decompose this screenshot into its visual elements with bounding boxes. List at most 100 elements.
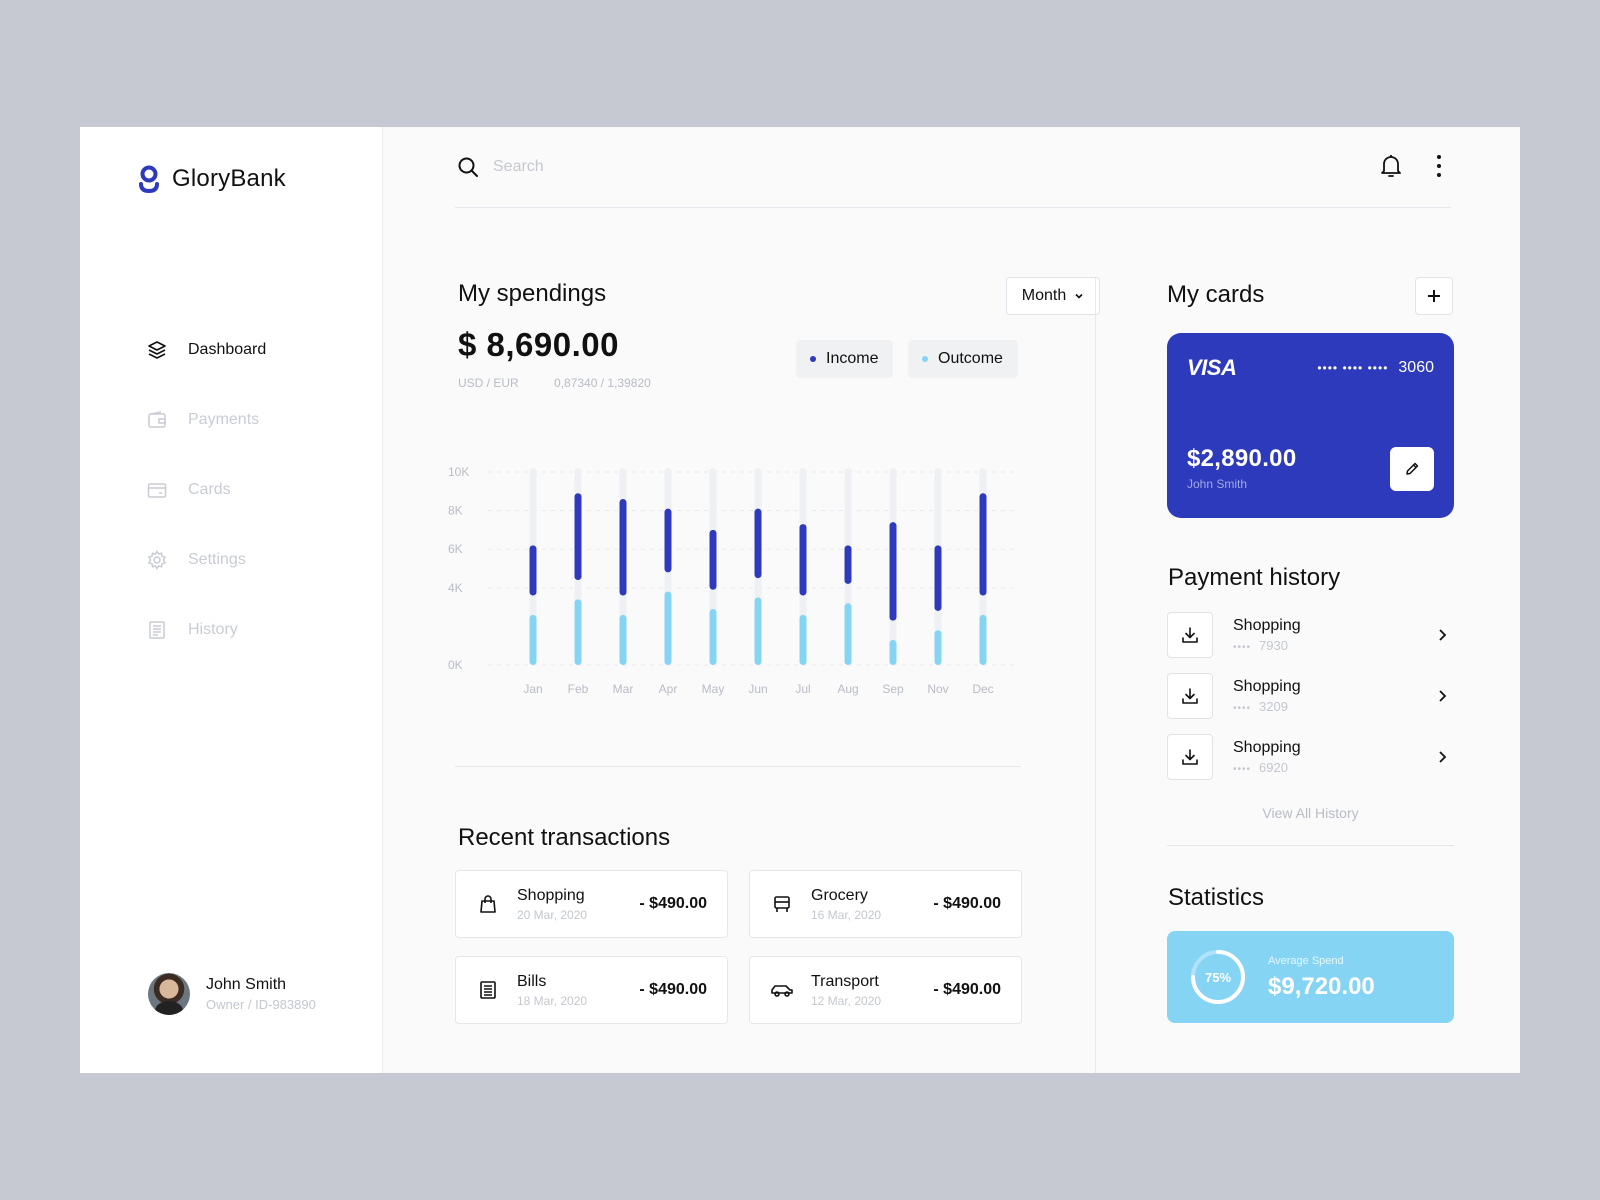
sidebar-item-history[interactable]: History	[146, 610, 266, 650]
payment-card-last4: 7930	[1259, 638, 1288, 653]
brand-logo-icon	[139, 165, 159, 193]
transaction-card[interactable]: Grocery 16 Mar, 2020 - $490.00	[749, 870, 1022, 938]
transaction-date: 18 Mar, 2020	[517, 993, 588, 1008]
sidebar-item-settings[interactable]: Settings	[146, 540, 266, 580]
payment-card-number: •••• 3209	[1233, 699, 1434, 714]
visa-logo: VISA	[1187, 355, 1237, 380]
shopping-bag-icon	[476, 892, 500, 916]
transaction-card[interactable]: Shopping 20 Mar, 2020 - $490.00	[455, 870, 728, 938]
payment-card-mask: ••••	[1233, 764, 1252, 775]
x-tick-label: Jan	[523, 682, 542, 696]
bar-outcome	[574, 599, 582, 665]
x-tick-label: Apr	[659, 682, 678, 696]
bar-outcome	[664, 591, 672, 665]
transaction-amount: - $490.00	[639, 895, 707, 912]
main-content: My spendings Month $ 8,690.00 USD / EUR …	[383, 127, 1520, 1073]
view-all-history-link[interactable]: View All History	[1262, 805, 1359, 821]
x-tick-label: May	[702, 682, 725, 696]
x-tick-label: Aug	[837, 682, 858, 696]
brand-name: GloryBank	[172, 165, 286, 192]
sidebar-item-label: Payments	[188, 411, 260, 428]
bar-income	[844, 545, 852, 584]
bar-outcome	[754, 597, 762, 665]
app-window: GloryBank Dashboard Payments	[80, 127, 1520, 1073]
bell-icon[interactable]	[1379, 153, 1403, 179]
period-select[interactable]: Month	[1006, 277, 1100, 315]
user-profile[interactable]: John Smith Owner / ID-983890	[148, 973, 316, 1015]
statistics-card[interactable]: 75% Average Spend $9,720.00	[1167, 931, 1454, 1023]
sidebar-item-cards[interactable]: Cards	[146, 470, 266, 510]
y-tick-label: 10K	[448, 465, 469, 479]
progress-ring	[1191, 950, 1245, 1004]
transaction-card[interactable]: Bills 18 Mar, 2020 - $490.00	[455, 956, 728, 1024]
card-last4: 3060	[1398, 359, 1434, 376]
sidebar-item-label: Cards	[188, 481, 231, 498]
sidebar-item-dashboard[interactable]: Dashboard	[146, 330, 266, 370]
spendings-amount: $ 8,690.00	[458, 326, 619, 363]
chevron-right-icon	[1439, 751, 1447, 763]
transaction-date: 16 Mar, 2020	[811, 907, 882, 922]
bar-outcome	[844, 603, 852, 665]
bar-outcome	[889, 639, 897, 665]
bar-outcome	[619, 614, 627, 665]
bar-income	[799, 524, 807, 596]
download-icon	[1167, 612, 1213, 658]
brand[interactable]: GloryBank	[138, 165, 286, 193]
transaction-name: Grocery	[811, 886, 868, 904]
column-divider	[1095, 278, 1096, 1073]
legend-outcome[interactable]: Outcome	[908, 340, 1018, 378]
outcome-dot-icon	[922, 356, 928, 362]
divider	[1167, 845, 1454, 846]
y-tick-label: 4K	[448, 581, 463, 595]
average-spend-value: $9,720.00	[1268, 973, 1375, 1000]
y-tick-label: 6K	[448, 542, 463, 556]
plus-icon	[1428, 290, 1440, 302]
transaction-name: Transport	[811, 972, 879, 990]
pencil-icon	[1406, 462, 1419, 475]
user-id: Owner / ID-983890	[206, 997, 316, 1012]
x-tick-label: Dec	[972, 682, 993, 696]
sidebar-item-label: Settings	[188, 551, 246, 568]
bar-income	[709, 529, 717, 590]
y-tick-label: 0K	[448, 658, 463, 672]
sidebar-item-label: History	[188, 621, 238, 638]
user-name: John Smith	[206, 976, 287, 993]
sidebar: GloryBank Dashboard Payments	[80, 127, 383, 1073]
bar-outcome	[529, 614, 537, 665]
payment-card-last4: 6920	[1259, 760, 1288, 775]
bar-outcome	[709, 609, 717, 665]
transaction-name: Shopping	[517, 886, 585, 904]
transaction-date: 20 Mar, 2020	[517, 907, 588, 922]
payment-history-item[interactable]: Shopping •••• 3209	[1167, 673, 1454, 719]
x-tick-label: Jun	[748, 682, 767, 696]
bar-income	[664, 508, 672, 573]
more-menu-icon[interactable]	[1431, 153, 1447, 179]
transaction-card[interactable]: Transport 12 Mar, 2020 - $490.00	[749, 956, 1022, 1024]
rate-label: USD / EUR	[458, 376, 519, 390]
x-tick-label: Mar	[613, 682, 634, 696]
search-input[interactable]	[493, 158, 893, 176]
transaction-amount: - $490.00	[639, 981, 707, 998]
payment-card-mask: ••••	[1233, 642, 1252, 653]
edit-card-button[interactable]	[1390, 447, 1434, 491]
payment-card-number: •••• 7930	[1233, 638, 1434, 653]
sidebar-item-payments[interactable]: Payments	[146, 400, 266, 440]
card-number-mask: •••• •••• ••••	[1317, 361, 1389, 375]
sidebar-item-label: Dashboard	[188, 341, 267, 358]
x-tick-label: Feb	[568, 682, 589, 696]
search-icon[interactable]	[457, 156, 479, 178]
card-number: •••• •••• •••• 3060	[1317, 359, 1434, 377]
progress-ring-arc	[1191, 950, 1245, 1004]
download-icon	[1167, 734, 1213, 780]
grocery-cart-icon	[770, 892, 794, 916]
credit-card[interactable]: VISA •••• •••• •••• 3060 $2,890.00 John …	[1167, 333, 1454, 518]
bar-income	[529, 545, 537, 596]
add-card-button[interactable]	[1415, 277, 1453, 315]
avatar[interactable]	[148, 973, 190, 1015]
payment-history-item[interactable]: Shopping •••• 6920	[1167, 734, 1454, 780]
legend-income[interactable]: Income	[796, 340, 894, 378]
payment-history-item[interactable]: Shopping •••• 7930	[1167, 612, 1454, 658]
legend-outcome-label: Outcome	[938, 350, 1003, 367]
wallet-icon	[146, 409, 168, 431]
rate-value: 0,87340 / 1,39820	[554, 376, 651, 390]
